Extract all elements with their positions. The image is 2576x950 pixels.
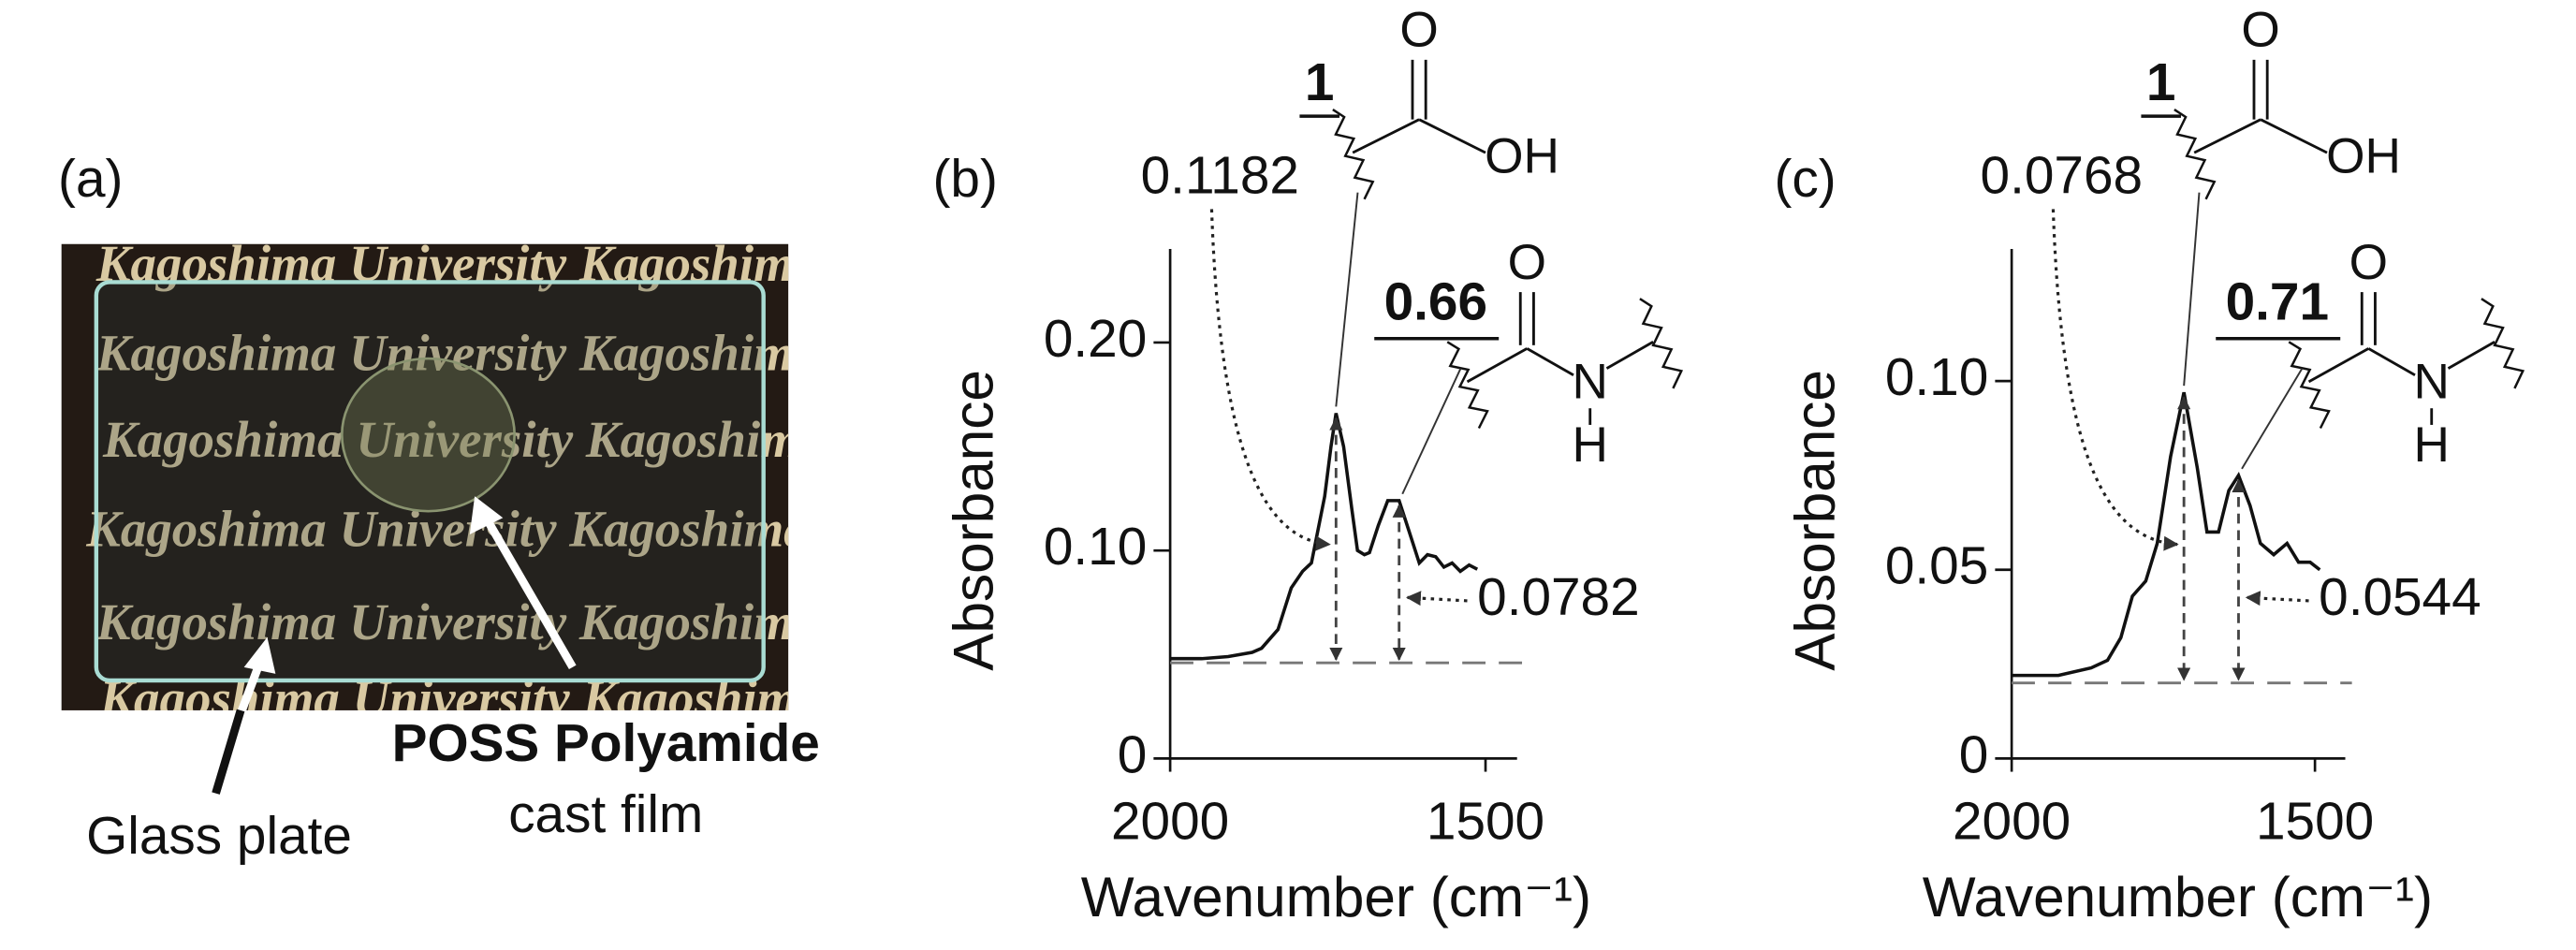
atom-label: H xyxy=(1573,417,1608,473)
pointer xyxy=(2051,209,2179,551)
x-tick-label: 2000 xyxy=(1111,792,1229,851)
compound-label: 1 xyxy=(2146,53,2176,112)
annotation: 0.1182 xyxy=(1141,147,1299,206)
y-axis-label: Absorbance xyxy=(1782,370,1846,671)
structure-bond xyxy=(2193,118,2261,154)
wavy-bond xyxy=(1446,341,1489,430)
photo-text: Kagoshima University Kagoshima xyxy=(95,325,820,382)
y-tick-label: 0 xyxy=(1959,725,1989,784)
pointer xyxy=(1209,209,1331,551)
arrow xyxy=(484,519,577,670)
photo-text: Kagoshima University Kagoshima xyxy=(98,669,823,726)
panel-label: (c) xyxy=(1775,150,1837,209)
atom-label: N xyxy=(2414,354,2450,409)
arrow-head xyxy=(469,496,504,534)
cast-film xyxy=(340,357,517,513)
glass-plate xyxy=(94,280,766,683)
annotation: 0.0782 xyxy=(1477,568,1640,627)
photo: Kagoshima University Kagoshima Kagoshima… xyxy=(61,243,827,726)
x-axis-label: Wavenumber (cm⁻¹) xyxy=(1923,865,2433,928)
annotation: POSS Polyamide xyxy=(392,714,820,773)
pointer xyxy=(2183,192,2201,387)
structure-bond xyxy=(2367,347,2416,376)
pointer xyxy=(1335,192,1359,407)
pointer xyxy=(2245,591,2309,607)
x-tick-label: 1500 xyxy=(2256,792,2374,851)
wavy-bond xyxy=(1639,298,1684,389)
structure-bond xyxy=(2260,118,2328,154)
ratio-label: 0.71 xyxy=(2226,272,2329,331)
y-tick-label: 0 xyxy=(1118,725,1148,784)
spectrum-line xyxy=(2012,391,2321,678)
atom-label: OH xyxy=(1485,128,1559,183)
x-tick-label: 1500 xyxy=(1427,792,1544,851)
atom-label: N xyxy=(1573,354,1608,409)
atom-label: O xyxy=(1508,235,1546,290)
y-tick-label: 0.10 xyxy=(1044,518,1147,577)
structure-bond xyxy=(1418,118,1486,154)
atom-label: H xyxy=(2414,417,2450,473)
spectrum-line xyxy=(1170,413,1479,661)
y-tick-label: 0.05 xyxy=(1885,537,1988,596)
x-tick-label: 2000 xyxy=(1953,792,2071,851)
structure-bond xyxy=(2307,347,2370,384)
structure-bond xyxy=(2447,341,2496,370)
y-axis-label: Absorbance xyxy=(941,370,1004,671)
structure-bond xyxy=(1352,118,1420,154)
structure-bond xyxy=(1526,347,1574,376)
photo-background xyxy=(61,243,789,710)
x-axis-label: Wavenumber (cm⁻¹) xyxy=(1081,865,1591,928)
wavy-bond xyxy=(2288,341,2331,430)
atom-label: O xyxy=(2349,235,2388,290)
ratio-label: 0.66 xyxy=(1384,272,1487,331)
structure-bond xyxy=(1466,347,1529,384)
pointer xyxy=(1405,591,1468,607)
panel-label: (b) xyxy=(933,150,998,209)
wavy-bond xyxy=(1332,109,1375,200)
atom-label: O xyxy=(2241,3,2279,58)
atom-label: OH xyxy=(2326,128,2401,183)
y-tick-label: 0.10 xyxy=(1885,348,1988,407)
annotation: 0.0544 xyxy=(2319,568,2481,627)
photo-text: Kagoshima University Kagoshima xyxy=(102,411,827,468)
annotation: 0.0768 xyxy=(1981,147,2144,206)
pointer xyxy=(1401,368,1462,495)
wavy-bond xyxy=(2481,298,2525,389)
annotation: cast film xyxy=(508,785,703,844)
compound-label: 1 xyxy=(1305,53,1335,112)
wavy-bond xyxy=(2174,109,2217,200)
y-tick-label: 0.20 xyxy=(1044,310,1147,369)
pointer xyxy=(2241,368,2304,470)
atom-label: O xyxy=(1399,3,1438,58)
photo-text: Kagoshima University Kagoshima xyxy=(95,593,820,650)
arrow-head xyxy=(243,636,276,674)
panel-label: (a) xyxy=(58,150,123,209)
arrow xyxy=(212,709,245,795)
structure-bond xyxy=(1605,341,1654,370)
annotation: Glass plate xyxy=(86,807,352,866)
